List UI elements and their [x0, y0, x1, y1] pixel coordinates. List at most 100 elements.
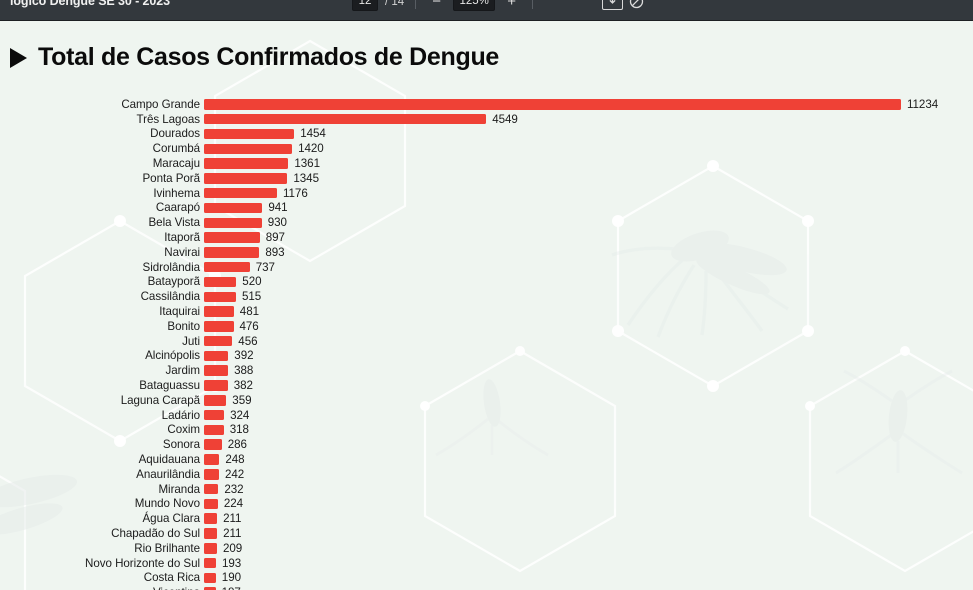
bar-track: 1454	[204, 127, 973, 142]
bar-value-label: 520	[242, 275, 262, 289]
bar-track: 481	[204, 304, 973, 319]
bar[interactable]	[204, 261, 250, 273]
bar[interactable]	[204, 587, 216, 590]
bar[interactable]	[204, 409, 225, 421]
bar[interactable]	[204, 528, 218, 539]
bar-row: Laguna Carapã 359	[0, 393, 973, 408]
bar-category-label: Navirai	[164, 245, 200, 259]
bar-track: 211	[204, 526, 973, 541]
bar[interactable]	[204, 321, 234, 332]
bar[interactable]	[204, 291, 236, 302]
zoom-in-button[interactable]: +	[507, 0, 517, 10]
bar[interactable]	[204, 557, 216, 569]
bar-track: 392	[204, 349, 973, 364]
bar-track: 4549	[204, 112, 973, 127]
bar-category-label: Novo Horizonte do Sul	[85, 556, 200, 570]
bar[interactable]	[204, 158, 289, 169]
zoom-out-button[interactable]: −	[432, 0, 442, 10]
bar-track: 476	[204, 319, 973, 334]
bar[interactable]	[204, 513, 218, 524]
bar[interactable]	[204, 469, 219, 480]
bar-track: 515	[204, 289, 973, 304]
bar-row: Jardim 388	[0, 363, 973, 378]
bar[interactable]	[204, 113, 487, 125]
bar-row: Mundo Novo 224	[0, 497, 973, 512]
bar-row: Costa Rica 190	[0, 571, 973, 586]
bar[interactable]	[204, 350, 229, 362]
bar-track: 232	[204, 482, 973, 497]
bar-track: 359	[204, 393, 973, 408]
bar-category-label: Caarapó	[155, 201, 200, 215]
bar-value-label: 209	[223, 541, 243, 555]
bar[interactable]	[204, 143, 293, 155]
bar[interactable]	[204, 439, 222, 450]
bar-row: Itaporã 897	[0, 230, 973, 245]
bar[interactable]	[204, 335, 233, 347]
bar[interactable]	[204, 543, 217, 554]
bar-track: 209	[204, 541, 973, 556]
bar-row: Miranda 232	[0, 482, 973, 497]
bar-row: Juti 456	[0, 334, 973, 349]
bar-value-label: 515	[242, 290, 262, 304]
bar[interactable]	[204, 247, 260, 258]
zoom-level-display[interactable]: 125%	[453, 0, 496, 11]
bar-track: 388	[204, 363, 973, 378]
bar-value-label: 893	[265, 245, 285, 259]
bar[interactable]	[204, 202, 263, 214]
bar[interactable]	[204, 483, 219, 495]
bar-category-label: Dourados	[150, 127, 200, 141]
bar[interactable]	[204, 306, 234, 317]
bar[interactable]	[204, 187, 277, 199]
bar-row: Bonito 476	[0, 319, 973, 334]
bar[interactable]	[204, 173, 288, 184]
page-total-label: / 14	[385, 0, 405, 8]
bar[interactable]	[204, 380, 228, 391]
bar-category-label: Itaporã	[164, 231, 200, 245]
bar-track: 1361	[204, 156, 973, 171]
bar-row: Batayporã 520	[0, 275, 973, 290]
bar-category-label: Batayporã	[147, 275, 200, 289]
bar[interactable]	[204, 395, 227, 406]
bar-value-label: 930	[267, 216, 287, 230]
bar-value-label: 324	[230, 408, 250, 422]
bar[interactable]	[204, 498, 218, 510]
bar[interactable]	[204, 217, 262, 229]
page-title: Total de Casos Confirmados de Dengue	[10, 43, 499, 72]
bar-value-label: 476	[239, 319, 259, 333]
bar[interactable]	[204, 424, 224, 436]
bar-value-label: 211	[223, 512, 242, 526]
bar-value-label: 224	[223, 497, 244, 511]
bar-value-label: 1176	[283, 186, 308, 200]
bar-category-label: Vicentina	[0, 586, 204, 590]
bar-value-label: 897	[265, 231, 285, 245]
bar[interactable]	[204, 454, 220, 465]
bar-value-label: 187	[222, 586, 241, 590]
bar-category-label: Alcinópolis	[145, 349, 200, 363]
bar[interactable]	[204, 128, 295, 140]
bar[interactable]	[204, 276, 237, 288]
bar-value-label: 242	[225, 467, 245, 481]
bar[interactable]	[204, 99, 901, 110]
bar[interactable]	[204, 232, 260, 243]
page-navigation-group: 12 / 14 − 125% +	[352, 0, 537, 21]
bar[interactable]	[204, 365, 229, 376]
toolbar-divider	[532, 0, 534, 9]
bar-value-label: 4549	[492, 112, 518, 126]
bar-category-label: Rio Brilhante	[134, 541, 200, 555]
bar-track: 520	[204, 275, 973, 290]
bar-value-label: 193	[222, 556, 242, 570]
bar[interactable]	[204, 572, 216, 584]
bar-value-label: 382	[233, 379, 253, 393]
bar-value-label: 1420	[298, 142, 324, 156]
bar-track: 193	[204, 556, 973, 571]
page-number-input[interactable]: 12	[352, 0, 378, 11]
bar-category-label: Jardim	[165, 364, 201, 378]
bar-row: Cassilândia 515	[0, 289, 973, 304]
fit-page-icon[interactable]	[627, 0, 646, 11]
triangle-bullet-icon	[10, 47, 27, 68]
dengue-cases-bar-chart: Campo Grande 11234 Três Lagoas 4549 Dourados…	[0, 97, 973, 590]
bar-track: 318	[204, 423, 973, 438]
bar-category-label: Corumbá	[152, 142, 200, 156]
download-icon[interactable]	[602, 0, 623, 10]
bar-value-label: 286	[227, 438, 247, 452]
